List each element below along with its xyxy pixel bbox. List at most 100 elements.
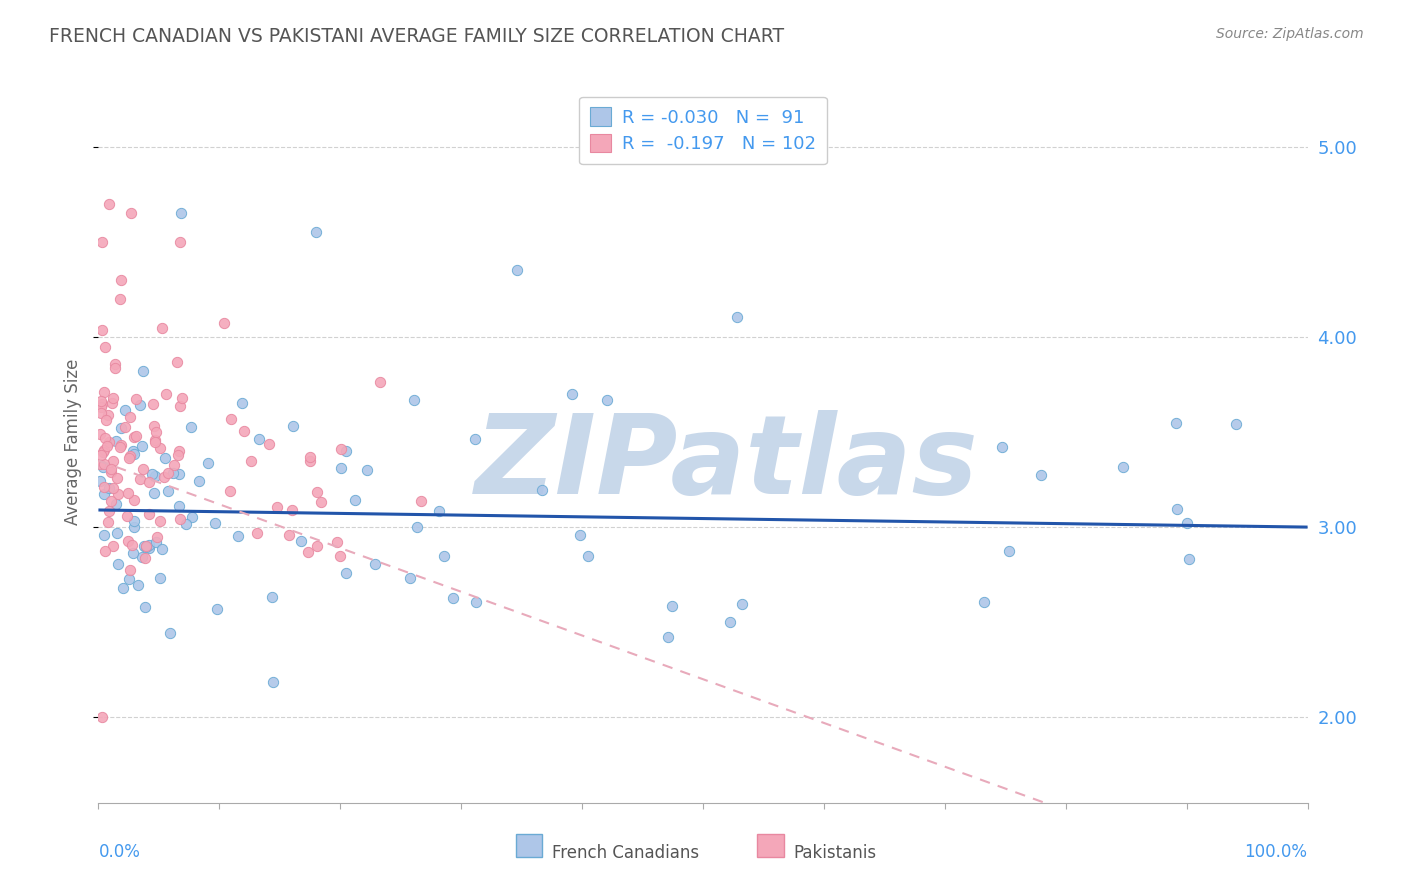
Point [96,439,118,453]
Point [124,520,146,534]
Point [149,441,172,455]
Point [104,497,127,511]
Point [122,514,145,528]
Point [596,393,619,408]
Text: Pakistanis: Pakistanis [793,844,877,862]
Point [262,675,284,690]
Point [104,434,127,449]
Point [329,461,352,475]
Point [91,710,114,724]
Point [305,226,328,240]
Point [104,358,127,372]
Point [329,549,352,564]
Point [1225,417,1247,431]
Point [145,425,167,439]
Point [93,442,115,457]
Point [100,465,122,479]
Point [266,500,288,514]
Point [991,440,1014,454]
Point [89,427,111,442]
Point [464,594,486,608]
Point [568,528,591,542]
Point [169,467,191,481]
Point [226,529,249,543]
Point [169,512,191,526]
Point [233,424,256,438]
Point [170,391,193,405]
Point [97,515,120,529]
Point [281,419,304,434]
Point [101,391,124,405]
Y-axis label: Average Family Size: Average Family Size [65,359,83,524]
Point [117,533,139,548]
Point [89,457,111,471]
Point [149,515,172,529]
Point [107,558,129,572]
Point [212,316,235,330]
Point [90,323,112,337]
Point [441,591,464,606]
Point [104,361,127,376]
Point [105,471,128,485]
Point [262,591,284,605]
Point [110,438,132,452]
Point [118,572,141,586]
Point [90,448,112,462]
Point [91,444,114,458]
Point [90,407,112,421]
Point [973,595,995,609]
Point [156,484,179,499]
Point [138,508,160,522]
Point [180,420,202,434]
Point [404,392,426,407]
Point [169,235,191,249]
Point [107,526,129,541]
Point [368,375,391,389]
Point [138,475,160,489]
Point [731,598,754,612]
Point [1164,417,1187,431]
Point [127,578,149,592]
Point [129,472,152,486]
Point [169,444,191,458]
Point [143,468,166,483]
Point [124,430,146,444]
Point [118,450,141,465]
Point [231,396,253,410]
Point [149,571,172,585]
Point [121,546,143,560]
Point [153,470,176,484]
Point [108,292,131,306]
Point [108,440,131,454]
Point [433,549,456,564]
Point [506,263,529,277]
Point [240,454,263,468]
Point [89,474,111,488]
Point [90,235,112,249]
Point [344,493,367,508]
Point [180,510,202,524]
Point [297,544,319,558]
Point [120,563,142,577]
Point [1031,468,1053,483]
Point [218,484,240,499]
Point [718,615,741,630]
Point [143,433,166,447]
Point [93,528,115,542]
Point [131,462,153,476]
Point [153,451,176,466]
Point [91,397,114,411]
Point [259,437,281,451]
Point [725,310,748,324]
Point [117,486,139,500]
Point [110,421,132,435]
Point [278,528,301,542]
Point [150,542,173,557]
Point [121,538,143,552]
Point [93,384,115,399]
Point [169,399,191,413]
Point [118,449,141,463]
Point [159,626,181,640]
Point [246,526,269,541]
Point [576,549,599,564]
